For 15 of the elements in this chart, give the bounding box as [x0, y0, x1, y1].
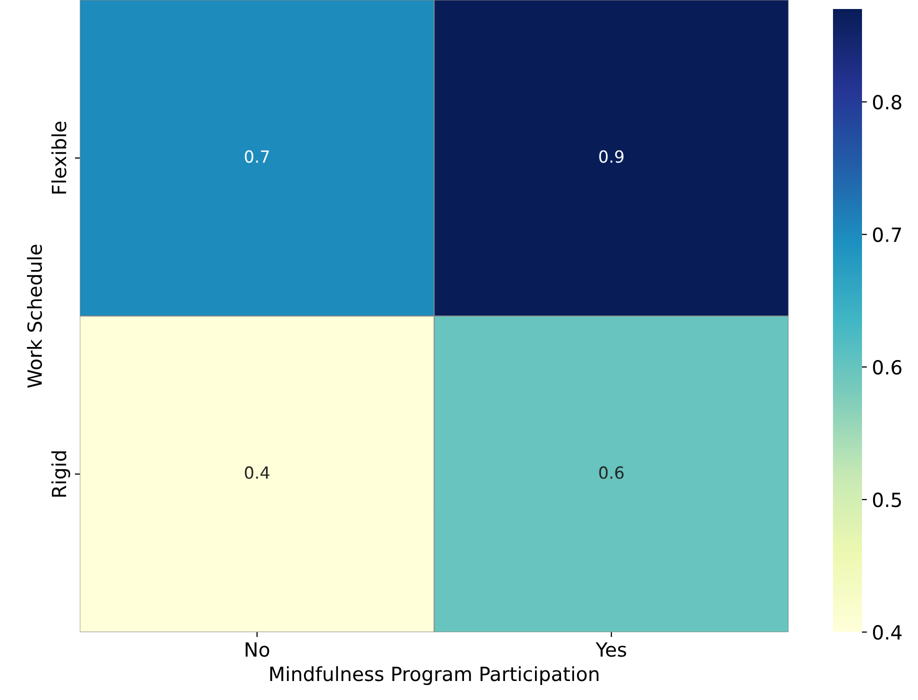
data-label: 0.9 [599, 150, 624, 163]
color-bar-label: 0.4 [873, 625, 902, 640]
x-tick-label: No [246, 642, 270, 657]
color-bar-label: 0.6 [873, 360, 902, 375]
color-bar-label: 0.5 [873, 492, 901, 508]
y-tick-label: Rigid [51, 451, 70, 497]
y-axis-title: Work Schedule [26, 244, 42, 388]
color-bar-label: 0.7 [873, 227, 901, 242]
data-label: 0.6 [599, 466, 624, 479]
color-bar-label: 0.8 [873, 94, 902, 110]
y-tick-label: Flexible [51, 122, 66, 194]
x-axis-title: Mindfulness Program Participation [270, 666, 598, 686]
x-tick-label: Yes [596, 642, 626, 657]
data-label: 0.7 [244, 150, 269, 163]
data-label: 0.4 [244, 466, 270, 479]
